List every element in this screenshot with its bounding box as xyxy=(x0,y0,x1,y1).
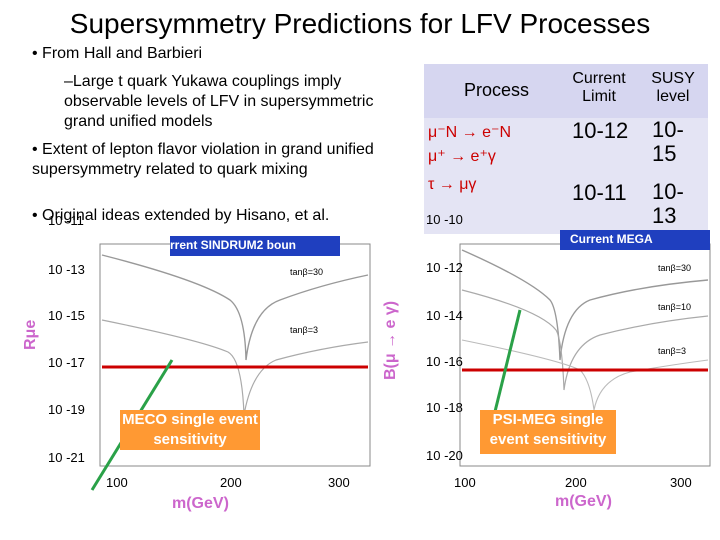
left-ytick-5: 10 -19 xyxy=(48,402,85,417)
table-row-1-process: μ⁻N → e⁻N xyxy=(428,124,512,141)
right-ytick-4: 10 -16 xyxy=(426,354,463,369)
right-ytick-1: 10 -10 xyxy=(426,212,463,227)
left-xlabel: m(GeV) xyxy=(172,495,229,512)
table-col-limit: Current Limit xyxy=(572,70,626,105)
left-plot: rrent SINDRUM2 boun 10 -11 10 -13 10 -15… xyxy=(20,213,380,540)
right-curve-tanb30 xyxy=(461,249,709,361)
right-xtick-1: 100 xyxy=(454,475,476,490)
bullet-3: • Original ideas extended by Hisano, et … xyxy=(32,207,330,224)
right-curve-tanb3 xyxy=(461,339,709,411)
left-ytick-1: 10 -11 xyxy=(48,213,84,228)
left-plot-band-label: rrent SINDRUM2 boun xyxy=(170,238,296,252)
table-col-process: Process xyxy=(464,80,530,100)
table-row-1-limit: 10-12 xyxy=(572,118,629,143)
right-xtick-2: 200 xyxy=(565,475,587,490)
right-ytick-5: 10 -18 xyxy=(426,400,463,415)
table-row-1-susy: 10-15 xyxy=(652,117,684,166)
left-curve-tanb30 xyxy=(101,254,369,361)
table-row-2-susy: 10-13 xyxy=(652,179,684,228)
bullet-1: • From Hall and Barbieri xyxy=(32,45,203,62)
left-xtick-1: 100 xyxy=(106,475,128,490)
right-ytick-6: 10 -20 xyxy=(426,448,463,463)
bullet-2: • Extent of lepton flavor violation in g… xyxy=(32,141,374,178)
left-annot-tanb30: tanβ=30 xyxy=(290,267,323,277)
right-xlabel: m(GeV) xyxy=(555,493,612,510)
left-callout: MECO single event sensitivity xyxy=(120,410,260,450)
table-row-2-limit: 10-11 xyxy=(572,180,627,205)
left-ytick-3: 10 -15 xyxy=(48,308,85,323)
right-plot-band xyxy=(560,230,710,250)
table-row-3-process: τ → μγ xyxy=(428,176,477,193)
left-ytick-4: 10 -17 xyxy=(48,355,85,370)
left-ylabel: Rμe xyxy=(22,319,39,350)
right-plot: Current MEGA 10 -10 10 -12 10 -14 10 -16… xyxy=(380,212,720,540)
table-col-susy: SUSY level xyxy=(651,70,695,105)
right-curve-tanb10 xyxy=(461,289,709,391)
process-table: Process Current Limit SUSY level μ⁻N → e… xyxy=(424,64,708,234)
right-ytick-2: 10 -12 xyxy=(426,260,463,275)
right-ylabel: B(μ → e γ) xyxy=(382,300,399,380)
right-annot-tanb3: tanβ=3 xyxy=(658,346,686,356)
left-xtick-3: 300 xyxy=(328,475,350,490)
right-xtick-3: 300 xyxy=(670,475,692,490)
left-ytick-6: 10 -21 xyxy=(48,450,85,465)
right-callout: PSI-MEG single event sensitivity xyxy=(480,410,616,454)
bullet-1-sub: –Large t quark Yukawa couplings imply ob… xyxy=(64,73,374,130)
left-plot-band xyxy=(170,236,340,256)
right-annot-tanb10: tanβ=10 xyxy=(658,302,691,312)
right-annot-tanb30: tanβ=30 xyxy=(658,263,691,273)
left-xtick-2: 200 xyxy=(220,475,242,490)
table-row-2-process: μ⁺ → e⁺γ xyxy=(428,148,496,165)
left-ytick-2: 10 -13 xyxy=(48,262,85,277)
left-annot-tanb3: tanβ=3 xyxy=(290,325,318,335)
right-ytick-3: 10 -14 xyxy=(426,308,463,323)
right-plot-band-label: Current MEGA xyxy=(570,232,653,246)
table-header xyxy=(424,64,708,118)
table-body xyxy=(424,118,708,234)
slide-title: Supersymmetry Predictions for LFV Proces… xyxy=(69,8,651,39)
